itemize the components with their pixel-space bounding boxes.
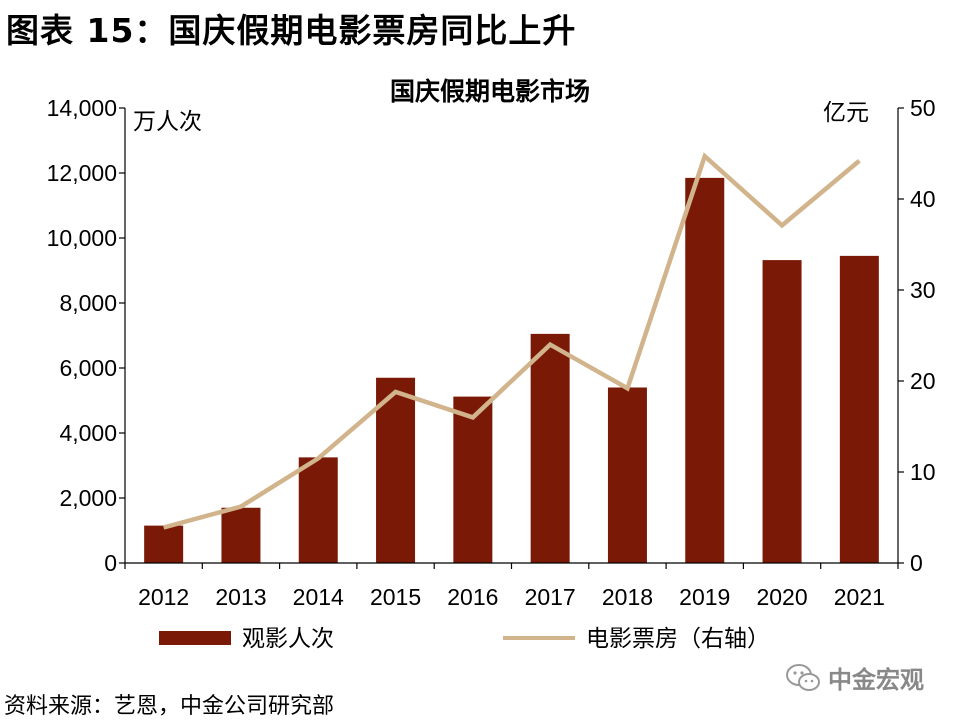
left-tick-label: 2,000: [59, 485, 117, 511]
x-tick-label: 2014: [293, 584, 344, 610]
right-tick-label: 40: [910, 186, 936, 212]
right-tick-label: 30: [910, 277, 936, 303]
right-tick-label: 50: [910, 95, 936, 121]
line-layer: [163, 152, 861, 530]
x-tick-label: 2012: [138, 584, 189, 610]
bar: [839, 255, 879, 563]
legend-swatch-bars: [159, 631, 231, 645]
left-axis-unit: 万人次: [133, 109, 202, 135]
bar: [144, 525, 184, 563]
left-tick-label: 0: [104, 550, 117, 576]
x-tick-label: 2017: [525, 584, 576, 610]
left-axis-ticks: 0 2,000 4,000 6,000 8,000 10,000 12,000 14,000: [47, 95, 125, 576]
x-tick-label: 2018: [602, 584, 653, 610]
legend-label-line: 电影票房（右轴）: [586, 626, 770, 652]
wechat-icon: [786, 663, 820, 691]
x-tick-label: 2016: [447, 584, 498, 610]
series-line: [163, 152, 861, 530]
source-note: 资料来源：艺恩，中金公司研究部: [4, 694, 335, 719]
right-tick-label: 0: [910, 550, 923, 576]
figure-title: 图表 15：国庆假期电影票房同比上升: [6, 11, 577, 50]
right-tick-label: 10: [910, 459, 936, 485]
x-axis-ticks: 2012 2013 2014 2015 2016 2017 2018 2019 2020 2021: [124, 563, 899, 610]
bar: [376, 377, 416, 563]
left-tick-label: 14,000: [47, 95, 117, 121]
bar: [530, 333, 570, 563]
bar: [685, 177, 725, 563]
left-tick-label: 4,000: [59, 420, 117, 446]
bar: [221, 507, 261, 563]
right-tick-label: 20: [910, 368, 936, 394]
legend: 观影人次 电影票房（右轴）: [159, 626, 770, 652]
right-axis-ticks: 0 10 20 30 40 50: [898, 95, 936, 576]
left-tick-label: 6,000: [59, 355, 117, 381]
right-axis-unit: 亿元: [823, 100, 869, 126]
x-tick-label: 2013: [215, 584, 266, 610]
x-tick-label: 2019: [679, 584, 730, 610]
bar: [607, 387, 647, 563]
chart-title: 国庆假期电影市场: [390, 77, 590, 106]
x-tick-label: 2021: [834, 584, 885, 610]
x-tick-label: 2015: [370, 584, 421, 610]
left-tick-label: 8,000: [59, 290, 117, 316]
legend-label-bars: 观影人次: [242, 626, 334, 652]
bar-group: [144, 177, 879, 563]
x-tick-label: 2020: [756, 584, 807, 610]
bar: [453, 396, 493, 563]
watermark: 中金宏观: [786, 660, 924, 695]
bar: [298, 457, 338, 563]
left-tick-label: 12,000: [47, 160, 117, 186]
watermark-text: 中金宏观: [828, 666, 924, 694]
left-tick-label: 10,000: [47, 225, 117, 251]
bar: [762, 260, 802, 563]
